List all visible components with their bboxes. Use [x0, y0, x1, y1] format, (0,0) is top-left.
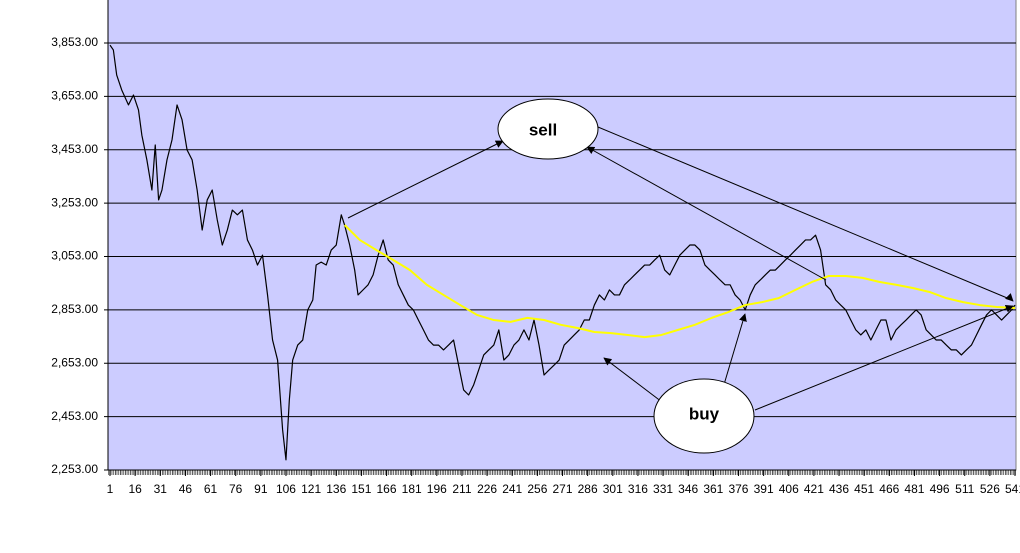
series-line	[343, 224, 1016, 339]
x-tick-label: 121	[301, 482, 321, 496]
y-tick-label: 3,053.00	[51, 249, 98, 263]
x-tick-label: 526	[980, 482, 1000, 496]
x-tick-label: 151	[351, 482, 371, 496]
x-tick-label: 511	[955, 482, 974, 496]
x-tick-label: 391	[754, 482, 774, 496]
series-line	[109, 44, 1016, 461]
y-tick-label: 2,453.00	[51, 409, 98, 423]
x-tick-label: 46	[179, 482, 193, 496]
x-tick-label: 406	[779, 482, 799, 496]
x-tick-label: 106	[276, 482, 296, 496]
arrow	[603, 357, 663, 403]
x-tick-label: 316	[628, 482, 648, 496]
annotation: buy	[689, 404, 720, 423]
arrow	[586, 146, 827, 281]
x-tick-label: 211	[452, 482, 471, 496]
series-group	[109, 44, 1016, 461]
x-tick-label: 421	[804, 482, 824, 496]
x-tick-label: 496	[930, 482, 950, 496]
y-tick-label: 2,853.00	[51, 302, 98, 316]
x-tick-label: 376	[728, 482, 748, 496]
arrow	[1005, 293, 1014, 302]
x-tick-label: 76	[229, 482, 243, 496]
x-tick-label: 136	[326, 482, 346, 496]
y-tick-label: 2,253.00	[51, 462, 98, 476]
annotation: sell	[529, 120, 557, 139]
y-tick-label: 3,253.00	[51, 195, 98, 209]
plot-background	[107, 0, 1017, 471]
x-tick-label: 286	[578, 482, 598, 496]
y-tick-label: 2,653.00	[51, 355, 98, 369]
x-tick-label: 61	[204, 482, 218, 496]
buy-bubble	[653, 378, 755, 454]
x-tick-label: 271	[552, 482, 572, 496]
x-tick-label: 436	[829, 482, 849, 496]
x-tick-label: 91	[254, 482, 268, 496]
arrow	[347, 140, 504, 219]
x-tick-label: 301	[603, 482, 623, 496]
y-tick-label: 3,453.00	[51, 142, 98, 156]
axes: 2,253.00 2,453.00 2,653.00 2,853.00 3,053.00…	[51, 0, 1020, 496]
x-tick-label: 166	[377, 482, 397, 496]
x-tick-label: 256	[527, 482, 547, 496]
x-tick-label: 466	[879, 482, 899, 496]
x-tick-label: 361	[703, 482, 723, 496]
y-tick-label: 3,653.00	[51, 89, 98, 103]
x-tick-label: 451	[854, 482, 874, 496]
sell-bubble	[497, 98, 599, 160]
x-tick-label: 31	[154, 482, 168, 496]
x-tick-label: 181	[402, 482, 422, 496]
arrow	[754, 304, 1014, 411]
x-tick-label: 481	[904, 482, 924, 496]
x-tick-label: 541	[1005, 482, 1020, 496]
x-tick-label: 241	[502, 482, 522, 496]
x-tick-label: 226	[477, 482, 497, 496]
x-tick-label: 1	[107, 482, 114, 496]
x-tick-label: 196	[427, 482, 447, 496]
annotation-arrows	[347, 126, 1014, 411]
y-tick-label: 3,853.00	[51, 35, 98, 49]
x-tick-label: 346	[678, 482, 698, 496]
grid	[108, 42, 1016, 471]
arrow	[597, 126, 1013, 301]
x-tick-label: 16	[128, 482, 142, 496]
plot-area	[107, 0, 1017, 471]
x-tick-label: 331	[653, 482, 673, 496]
